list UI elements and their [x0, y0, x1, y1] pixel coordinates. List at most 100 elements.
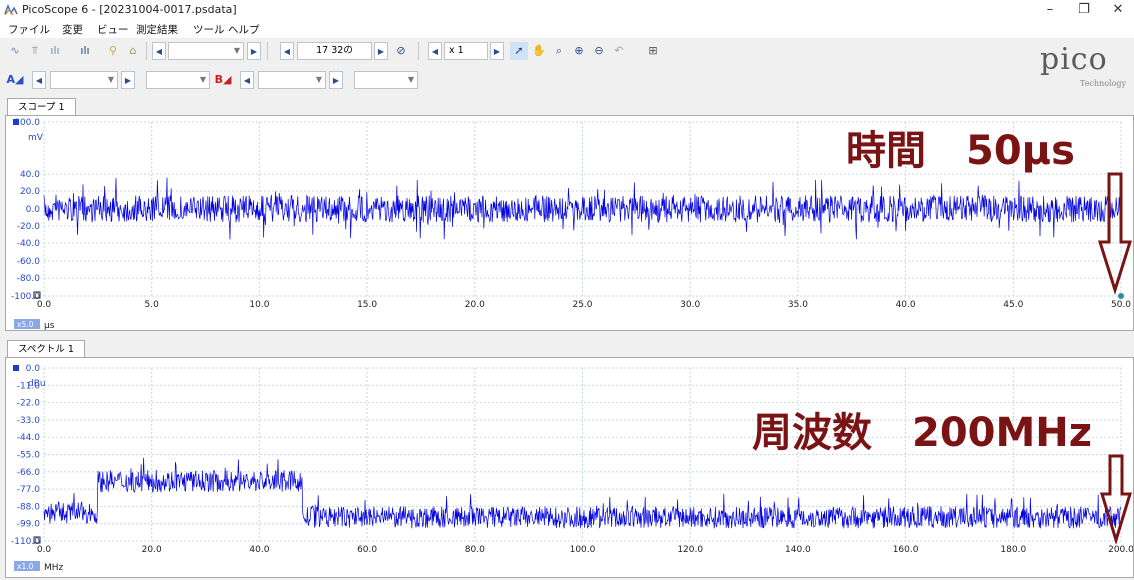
- buffer-index-field[interactable]: 17 32の: [297, 42, 372, 60]
- y-tick-label: -60.0: [17, 257, 41, 267]
- tab-scope-1[interactable]: スコープ 1: [7, 98, 76, 116]
- spectrum-chart[interactable]: 0.0 20.0 40.0 60.0 80.0 100.0 120.0 140.0 160.0 1…: [6, 358, 1133, 577]
- channel-b-range-select[interactable]: ▼: [258, 71, 326, 89]
- x-tick-label: 60.0: [357, 545, 377, 555]
- hand-tool-icon[interactable]: ✋: [530, 42, 548, 60]
- window-title: PicoScope 6 - [20231004-0017.psdata]: [22, 3, 237, 16]
- spectrum-view-icon[interactable]: ılı: [76, 42, 94, 60]
- x-tick-label: 5.0: [145, 300, 160, 310]
- x-tick-label: 50.0: [1111, 300, 1131, 310]
- y-tick-label: -100.0: [11, 292, 40, 302]
- zoom-box-icon[interactable]: ⌕: [550, 42, 568, 60]
- x-tick-label: 20.0: [465, 300, 485, 310]
- x-tick-label: 160.0: [893, 545, 919, 555]
- x-tick-label: 200.0: [1108, 545, 1133, 555]
- y-tick-label: 20.0: [20, 187, 40, 197]
- zoom-out-icon[interactable]: ⊖: [590, 42, 608, 60]
- y-tick-label: -44.0: [17, 433, 41, 443]
- frequency-annotation: 周波数 200MHz: [752, 400, 1092, 458]
- zoom-next-button[interactable]: ▶: [490, 42, 504, 60]
- x-tick-label: 35.0: [788, 300, 808, 310]
- frequency-end-arrow: [1098, 454, 1134, 544]
- y-tick-label: 0.0: [26, 205, 41, 215]
- channel-a-icon[interactable]: A◢: [6, 71, 24, 89]
- channel-a-range-next[interactable]: ▶: [121, 71, 135, 89]
- y-tick-label: -66.0: [17, 468, 41, 478]
- spectrum-view: 0.0 20.0 40.0 60.0 80.0 100.0 120.0 140.0 160.0 1…: [5, 357, 1134, 578]
- menu-help[interactable]: ヘルプ: [228, 22, 260, 37]
- channel-a-range-select[interactable]: ▼: [50, 71, 118, 89]
- title-bar: PicoScope 6 - [20231004-0017.psdata] – ❐…: [0, 0, 1134, 20]
- y-tick-label: 0.0: [26, 364, 41, 374]
- menu-edit[interactable]: 変更: [62, 22, 83, 37]
- main-toolbar: ∿ ⫪ ılı ılı ⚲ ⌂ ◀ ▼ ▶ ◀ 17 32の ▶ ⊘ ◀ x 1…: [0, 40, 1134, 62]
- scope-mode-icon[interactable]: ∿: [6, 42, 24, 60]
- probe-icon[interactable]: ⚲: [104, 42, 122, 60]
- y-tick-label: 40.0: [20, 170, 40, 180]
- picoscope-app-icon: [4, 3, 18, 17]
- y-tick-label: -99.0: [17, 520, 41, 530]
- pointer-tool-icon[interactable]: ➚: [510, 42, 528, 60]
- x-unit-label: MHz: [44, 563, 64, 573]
- channel-b-coupling-select[interactable]: ▼: [354, 71, 418, 89]
- channel-marker: [13, 119, 19, 125]
- channel-toolbar: A◢ ◀ ▼ ▶ ▼ B◢ ◀ ▼ ▶ ▼: [0, 69, 1030, 91]
- y-tick-label: -55.0: [17, 451, 41, 461]
- menu-file[interactable]: ファイル: [8, 22, 50, 37]
- x-scale-badge-label: x5.0: [17, 320, 34, 329]
- y-tick-label: -20.0: [17, 222, 41, 232]
- tab-spectrum-1[interactable]: スペクトル 1: [7, 340, 85, 358]
- y-tick-label: -77.0: [17, 485, 41, 495]
- x-tick-label: 100.0: [570, 545, 596, 555]
- y-tick-label: -88.0: [17, 502, 41, 512]
- y-unit-label: dBu: [28, 379, 46, 389]
- x-tick-label: 140.0: [785, 545, 811, 555]
- zoom-field[interactable]: x 1: [444, 42, 488, 60]
- y-tick-label: -22.0: [17, 399, 41, 409]
- y-tick-label: -40.0: [17, 239, 41, 249]
- undo-zoom-icon[interactable]: ↶: [610, 42, 628, 60]
- persistence-mode-icon[interactable]: ⫪: [26, 42, 44, 60]
- channel-b-range-next[interactable]: ▶: [329, 71, 343, 89]
- x-tick-label: 120.0: [677, 545, 703, 555]
- spectrum-mode-icon[interactable]: ılı: [46, 42, 64, 60]
- channel-a-coupling-select[interactable]: ▼: [146, 71, 210, 89]
- x-scale-badge-label: x1.0: [17, 562, 34, 571]
- x-tick-label: 40.0: [896, 300, 916, 310]
- buffer-navigator-icon[interactable]: ⊘: [392, 42, 410, 60]
- x-tick-label: 20.0: [142, 545, 162, 555]
- pico-logo: pico: [1040, 42, 1108, 77]
- x-tick-label: 10.0: [249, 300, 269, 310]
- channel-b-range-prev[interactable]: ◀: [240, 71, 254, 89]
- pico-logo-subtitle: Technology: [1080, 79, 1126, 88]
- x-tick-label: 15.0: [357, 300, 377, 310]
- x-unit-label: μs: [44, 321, 55, 330]
- channel-b-icon[interactable]: B◢: [214, 71, 232, 89]
- channel-marker: [13, 365, 19, 371]
- y-tick-label: -80.0: [17, 274, 41, 284]
- timebase-select[interactable]: ▼: [168, 42, 244, 60]
- x-tick-label: 80.0: [465, 545, 485, 555]
- x-tick-label: 180.0: [1000, 545, 1026, 555]
- zoom-overview-icon[interactable]: ⊞: [644, 42, 662, 60]
- x-tick-label: 30.0: [680, 300, 700, 310]
- x-tick-label: 25.0: [572, 300, 592, 310]
- zoom-in-icon[interactable]: ⊕: [570, 42, 588, 60]
- zoom-prev-button[interactable]: ◀: [428, 42, 442, 60]
- home-icon[interactable]: ⌂: [124, 42, 142, 60]
- time-end-arrow: [1096, 172, 1134, 296]
- timebase-next-button[interactable]: ▶: [247, 42, 261, 60]
- menu-measurements[interactable]: 測定結果: [136, 22, 178, 37]
- menu-view[interactable]: ビュー: [97, 22, 129, 37]
- buffer-next-button[interactable]: ▶: [374, 42, 388, 60]
- x-tick-label: 45.0: [1003, 300, 1023, 310]
- y-unit-label: mV: [28, 133, 44, 143]
- close-button[interactable]: ✕: [1098, 0, 1134, 20]
- buffer-prev-button[interactable]: ◀: [280, 42, 294, 60]
- channel-a-range-prev[interactable]: ◀: [32, 71, 46, 89]
- timebase-prev-button[interactable]: ◀: [152, 42, 166, 60]
- menu-tools[interactable]: ツール: [193, 22, 225, 37]
- x-tick-label: 40.0: [249, 545, 269, 555]
- menu-bar: ファイル 変更 ビュー 測定結果 ツール ヘルプ: [0, 20, 1134, 38]
- time-annotation: 時間 50μs: [846, 118, 1075, 176]
